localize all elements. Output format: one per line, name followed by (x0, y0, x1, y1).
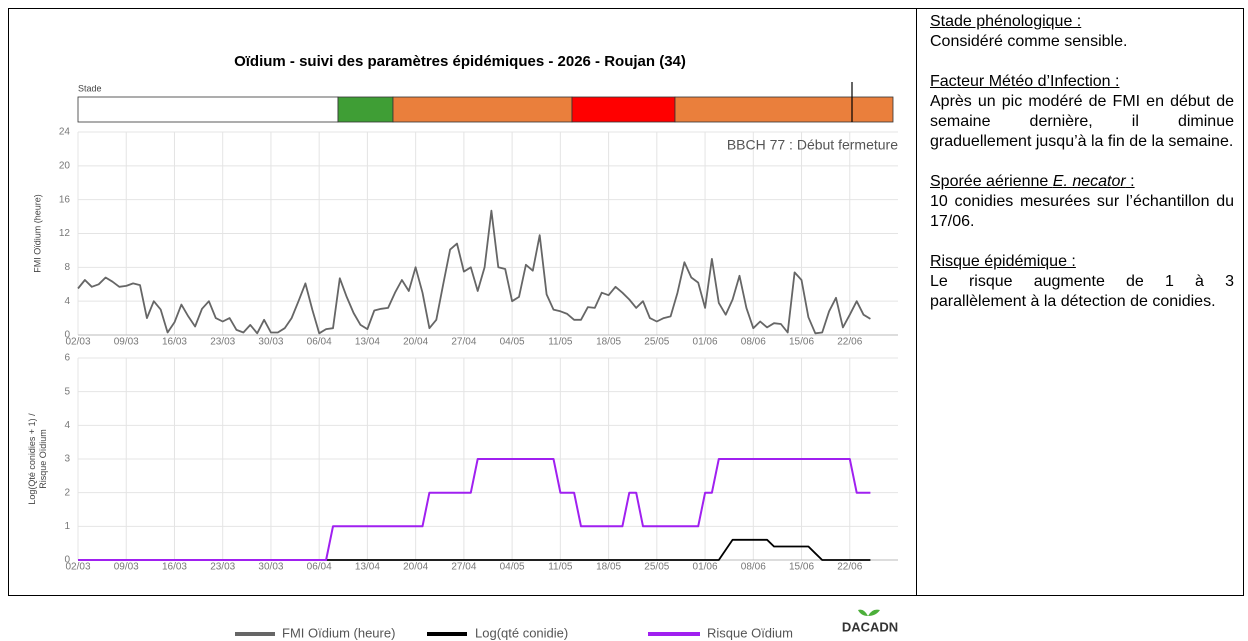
y-tick-label: 0 (64, 330, 70, 341)
y-tick-label: 20 (59, 160, 71, 171)
section: Risque épidémique : Le risque augmente de… (930, 252, 1234, 312)
logo-icon (858, 609, 880, 616)
x-tick-label: 09/03 (114, 337, 139, 348)
y-axis-label-line: Log(Qté conidies + 1) / (27, 413, 37, 505)
x-tick-label: 09/03 (114, 562, 139, 573)
x-tick-label: 16/03 (162, 337, 187, 348)
heading-part: : (1125, 173, 1135, 190)
x-tick-label: 01/06 (693, 337, 718, 348)
y-axis-label: FMI Oïdium (heure) (32, 194, 42, 273)
legend-label: Risque Oïdium (707, 625, 793, 640)
section-heading: Stade phénologique : (930, 12, 1234, 32)
line-series (77, 209, 871, 335)
x-tick-label: 02/03 (65, 337, 90, 348)
stage-segment (392, 96, 573, 123)
heading-part: Stade phénologique : (930, 13, 1082, 30)
x-tick-label: 11/05 (548, 337, 573, 348)
stage-segment (674, 96, 894, 123)
section-heading: Risque épidémique : (930, 252, 1234, 272)
x-tick-label: 02/03 (65, 562, 90, 573)
stage-label: Stade (78, 83, 102, 93)
x-tick-label: 11/05 (548, 562, 573, 573)
line-series (78, 538, 871, 561)
annotation: BBCH 77 : Début fermeture (727, 137, 898, 153)
stage-segment (77, 96, 339, 123)
x-tick-label: 06/04 (307, 562, 332, 573)
y-axis-label: Log(Qté conidies + 1) /Risque Oïdium (27, 413, 48, 505)
x-tick-label: 27/04 (451, 562, 476, 573)
y-tick-label: 8 (64, 262, 70, 273)
x-tick-label: 04/05 (500, 562, 525, 573)
x-tick-label: 22/06 (837, 337, 862, 348)
legend: FMI Oïdium (heure) Log(qté conidie) Risq… (235, 625, 793, 640)
heading-part: Facteur Météo d’Infection : (930, 73, 1120, 90)
text-panel: Stade phénologique : Considéré comme sens… (930, 12, 1234, 332)
section-text: Après un pic modéré de FMI en début de s… (930, 93, 1234, 150)
section-text: Considéré comme sensible. (930, 33, 1128, 50)
x-tick-label: 30/03 (258, 337, 283, 348)
x-tick-label: 23/03 (210, 337, 235, 348)
x-tick-label: 25/05 (644, 562, 669, 573)
section-text: 10 conidies mesurées sur l’échantillon d… (930, 193, 1234, 230)
stage-bar (77, 96, 894, 123)
heading-part: Sporée aérienne (930, 173, 1053, 190)
y-tick-label: 2 (64, 487, 70, 498)
section-heading: Facteur Météo d’Infection : (930, 72, 1234, 92)
y-tick-label: 12 (59, 228, 71, 239)
y-tick-label: 0 (64, 555, 70, 566)
x-tick-label: 25/05 (644, 337, 669, 348)
section-heading: Sporée aérienne E. necator : (930, 172, 1234, 192)
heading-part: E. necator (1052, 173, 1126, 190)
legend-label: Log(qté conidie) (475, 625, 568, 640)
x-tick-label: 22/06 (837, 562, 862, 573)
y-tick-label: 5 (64, 386, 70, 397)
y-tick-label: 1 (64, 521, 70, 532)
y-tick-label: 6 (64, 353, 70, 364)
section-text: Le risque augmente de 1 à 3 parallèlemen… (930, 273, 1234, 310)
x-tick-label: 27/04 (451, 337, 476, 348)
x-tick-label: 18/05 (596, 562, 621, 573)
heading-part: Risque épidémique : (930, 253, 1076, 270)
frame (8, 8, 1244, 596)
x-tick-label: 15/06 (789, 337, 814, 348)
legend-label: FMI Oïdium (heure) (282, 625, 395, 640)
y-tick-label: 16 (59, 194, 71, 205)
x-tick-label: 20/04 (403, 562, 428, 573)
line-series (78, 458, 871, 561)
y-tick-label: 4 (64, 420, 70, 431)
y-axis-label-line: Risque Oïdium (38, 429, 48, 489)
logo: DACADN (842, 619, 898, 634)
section: Facteur Météo d’Infection : Après un pic … (930, 72, 1234, 152)
y-tick-label: 3 (64, 454, 70, 465)
x-tick-label: 08/06 (741, 337, 766, 348)
stage-segment (337, 96, 394, 123)
section: Stade phénologique : Considéré comme sens… (930, 12, 1234, 52)
x-tick-label: 16/03 (162, 562, 187, 573)
x-tick-label: 18/05 (596, 337, 621, 348)
x-tick-label: 30/03 (258, 562, 283, 573)
section: Sporée aérienne E. necator :10 conidies … (930, 172, 1234, 232)
x-tick-label: 01/06 (693, 562, 718, 573)
y-tick-label: 4 (64, 296, 70, 307)
x-tick-label: 13/04 (355, 337, 380, 348)
x-tick-label: 13/04 (355, 562, 380, 573)
y-tick-label: 24 (59, 127, 71, 138)
chart-title: Oïdium - suivi des paramètres épidémique… (234, 53, 686, 70)
x-tick-label: 15/06 (789, 562, 814, 573)
x-tick-label: 06/04 (307, 337, 332, 348)
x-tick-label: 08/06 (741, 562, 766, 573)
stage-segment (571, 96, 676, 123)
x-tick-label: 20/04 (403, 337, 428, 348)
x-tick-label: 04/05 (500, 337, 525, 348)
x-tick-label: 23/03 (210, 562, 235, 573)
